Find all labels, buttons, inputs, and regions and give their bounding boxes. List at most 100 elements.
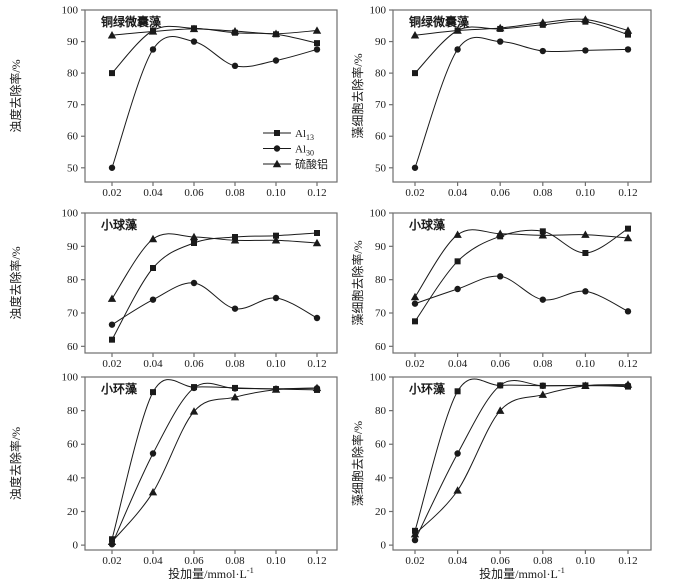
data-point-Al13 bbox=[314, 230, 320, 236]
x-tick-label: 0.10 bbox=[266, 555, 286, 567]
data-point-Al13 bbox=[625, 225, 631, 232]
x-tick-label: 0.10 bbox=[576, 555, 596, 567]
data-point-Al13 bbox=[109, 70, 115, 77]
y-tick-label: 100 bbox=[62, 208, 79, 220]
series-curve-Al13 bbox=[111, 232, 318, 340]
y-tick-label: 90 bbox=[67, 36, 79, 48]
data-point-Al30 bbox=[539, 47, 546, 55]
series-curve-sulfate bbox=[414, 229, 629, 298]
series-curve-Al30 bbox=[414, 37, 629, 168]
data-point-Al30 bbox=[190, 279, 198, 287]
data-point-Al13 bbox=[454, 388, 461, 395]
data-point-sulfate bbox=[312, 238, 322, 247]
y-tick-label: 70 bbox=[67, 99, 79, 111]
y-tick-label: 80 bbox=[375, 405, 387, 417]
y-tick-label: 60 bbox=[67, 341, 79, 353]
data-point-Al30 bbox=[582, 47, 589, 54]
y-tick-label: 90 bbox=[375, 241, 387, 253]
data-point-Al30 bbox=[454, 450, 461, 457]
data-point-Al13 bbox=[109, 336, 115, 343]
data-point-Al30 bbox=[231, 385, 239, 392]
data-point-sulfate bbox=[107, 31, 117, 39]
x-tick-label: 0.10 bbox=[266, 187, 286, 199]
y-tick-label: 60 bbox=[67, 131, 79, 143]
x-tick-label: 0.02 bbox=[102, 187, 121, 199]
x-tick-label: 0.06 bbox=[184, 555, 204, 567]
data-point-Al30 bbox=[539, 382, 546, 389]
x-tick-label: 0.12 bbox=[618, 555, 637, 567]
subplot-cyclotella-cells: 0 20 40 60 80 100 0.02 0.04 0.06 0.08 0.10 0.12 小环藻藻… bbox=[350, 372, 652, 581]
series-curve-Al13 bbox=[414, 378, 629, 531]
data-point-sulfate bbox=[271, 29, 281, 37]
x-axis-title: 投加量/mmol·L-1 bbox=[168, 565, 254, 581]
data-point-sulfate bbox=[410, 292, 420, 301]
data-point-sulfate bbox=[453, 486, 462, 494]
subplot-chlorella-turbidity: 60 70 80 90 100 0.02 0.04 0.06 0.08 0.10 0.12 小球藻浊度… bbox=[8, 208, 338, 370]
x-tick-label: 0.02 bbox=[102, 358, 121, 370]
data-point-Al30 bbox=[149, 450, 157, 457]
data-point-Al30 bbox=[497, 273, 504, 280]
y-tick-label: 90 bbox=[67, 241, 79, 253]
y-tick-label: 50 bbox=[67, 162, 79, 174]
data-point-sulfate bbox=[538, 390, 547, 398]
data-point-Al30 bbox=[313, 314, 321, 322]
data-point-sulfate bbox=[581, 381, 590, 389]
plot-title: 小环藻 bbox=[101, 381, 138, 396]
plot-frame bbox=[84, 212, 338, 354]
data-point-sulfate bbox=[623, 380, 633, 388]
data-point-Al30 bbox=[272, 294, 280, 302]
plot-title: 小球藻 bbox=[101, 217, 138, 232]
data-point-sulfate bbox=[148, 27, 158, 35]
data-point-sulfate bbox=[453, 26, 462, 34]
data-point-sulfate bbox=[496, 23, 505, 32]
data-point-Al30 bbox=[313, 46, 321, 53]
y-tick-label: 60 bbox=[375, 341, 387, 353]
y-tick-label: 0 bbox=[381, 540, 387, 552]
plot-title: 小球藻 bbox=[409, 217, 446, 232]
x-tick-label: 0.02 bbox=[405, 555, 424, 567]
data-point-Al30 bbox=[190, 38, 198, 45]
series-curve-Al13 bbox=[414, 20, 629, 74]
y-tick-label: 80 bbox=[375, 274, 387, 286]
subplot-cyclotella-turbidity: 0 20 40 60 80 100 0.02 0.04 0.06 0.08 0.10 0.12 小环藻浊… bbox=[8, 372, 338, 581]
data-point-Al13 bbox=[150, 389, 156, 396]
y-axis-label: 浊度去除率/% bbox=[8, 246, 23, 319]
circle-marker-icon bbox=[273, 145, 281, 152]
data-point-Al30 bbox=[231, 62, 239, 70]
data-point-sulfate bbox=[496, 406, 505, 414]
legend-entry-Al13: Al13 bbox=[295, 128, 314, 142]
legend-entry-Al30: Al30 bbox=[295, 144, 314, 158]
data-point-Al30 bbox=[539, 296, 546, 303]
data-point-sulfate bbox=[148, 234, 158, 243]
y-tick-label: 100 bbox=[370, 5, 387, 17]
data-point-sulfate bbox=[410, 31, 420, 39]
data-point-Al13 bbox=[314, 40, 320, 47]
y-tick-label: 70 bbox=[67, 308, 79, 320]
x-axis-title: 投加量/mmol·L-1 bbox=[479, 565, 565, 581]
data-point-Al30 bbox=[149, 296, 157, 303]
data-point-sulfate bbox=[312, 26, 322, 34]
plot-frame bbox=[84, 376, 338, 551]
series-curve-sulfate bbox=[111, 28, 318, 36]
y-tick-label: 80 bbox=[375, 68, 387, 80]
series-curve-sulfate bbox=[111, 387, 318, 543]
y-tick-label: 100 bbox=[370, 372, 387, 384]
plot-frame bbox=[392, 9, 652, 183]
subplot-microcystis-turbidity: 50 60 70 80 90 100 0.02 0.04 0.06 0.08 0.10 0.12 铜绿微… bbox=[8, 5, 338, 199]
plot-frame bbox=[392, 212, 652, 354]
subplot-microcystis-cells: 50 60 70 80 90 100 0.02 0.04 0.06 0.08 0.10 0.12 铜绿微… bbox=[350, 5, 652, 199]
series-curve-sulfate bbox=[414, 18, 629, 36]
y-tick-label: 0 bbox=[73, 540, 79, 552]
series-curve-Al30 bbox=[414, 380, 629, 541]
data-point-Al30 bbox=[411, 164, 419, 171]
y-tick-label: 40 bbox=[67, 472, 79, 484]
data-point-sulfate bbox=[189, 232, 199, 241]
data-point-sulfate bbox=[496, 229, 505, 237]
y-tick-label: 60 bbox=[375, 439, 387, 451]
data-point-sulfate bbox=[453, 230, 462, 238]
data-point-Al30 bbox=[108, 164, 116, 171]
x-tick-label: 0.10 bbox=[266, 358, 286, 370]
data-point-sulfate bbox=[107, 294, 117, 302]
data-point-sulfate bbox=[581, 15, 590, 23]
